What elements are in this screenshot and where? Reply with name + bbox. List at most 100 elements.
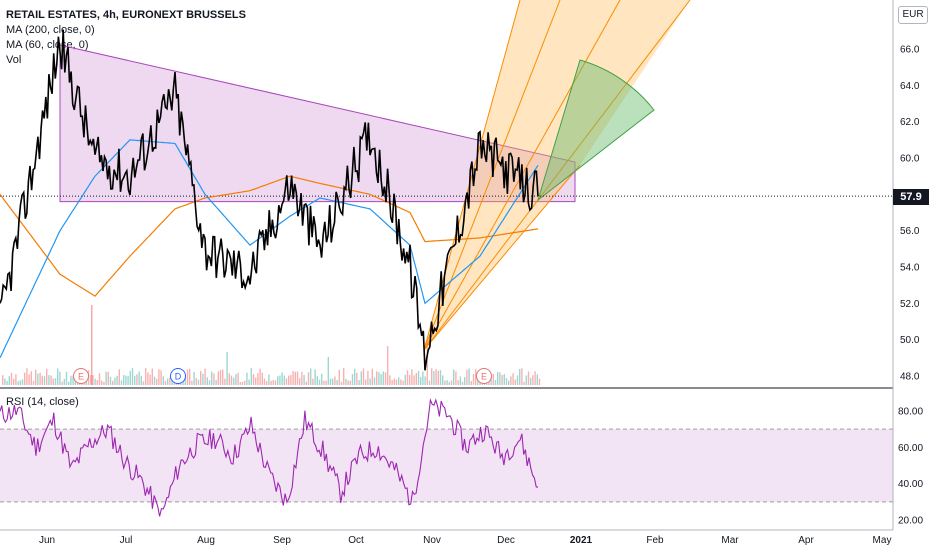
rsi-axis-label: 20.00 <box>898 516 923 527</box>
volume-bar <box>162 376 164 385</box>
volume-bar <box>510 376 512 385</box>
price-axis-label: 48.0 <box>900 372 920 383</box>
volume-bar <box>424 376 426 385</box>
volume-bar <box>136 374 138 385</box>
volume-bar <box>32 380 35 385</box>
volume-bar <box>514 379 516 385</box>
volume-bar <box>153 376 156 385</box>
volume-bar <box>279 375 281 385</box>
volume-bar <box>57 368 59 385</box>
time-axis-label: Dec <box>497 535 515 546</box>
volume-bar <box>437 370 439 385</box>
time-axis-label: May <box>873 535 892 546</box>
volume-bar <box>527 371 530 385</box>
volume-bar <box>398 377 400 385</box>
time-axis-label: Aug <box>197 535 215 546</box>
time-axis-label: Apr <box>798 535 814 546</box>
volume-bar <box>98 373 101 385</box>
volume-bar <box>321 373 323 385</box>
volume-bar <box>411 369 413 385</box>
price-line <box>0 29 539 371</box>
volume-bar <box>505 377 508 385</box>
time-axis-label: Jun <box>39 535 55 546</box>
volume-bar <box>35 369 37 385</box>
volume-bar <box>184 375 186 385</box>
volume-bar <box>433 370 435 385</box>
vol-label[interactable]: Vol <box>6 54 22 66</box>
currency-badge[interactable]: EUR <box>898 6 928 24</box>
volume-bar <box>257 373 259 385</box>
volume-bar <box>24 372 26 385</box>
volume-bar <box>369 378 371 385</box>
volume-bar <box>96 380 98 385</box>
volume-bar <box>426 347 428 385</box>
volume-bar <box>211 371 213 385</box>
volume-bar <box>10 372 13 385</box>
volume-bar <box>59 371 61 385</box>
volume-bar <box>270 380 272 385</box>
time-axis-label: Mar <box>721 535 739 546</box>
volume-bar <box>290 375 292 385</box>
symbol-title: RETAIL ESTATES, 4h, EURONEXT BRUSSELS <box>6 9 246 21</box>
volume-bar <box>338 369 340 385</box>
volume-bar <box>415 373 417 385</box>
volume-bar <box>301 371 303 385</box>
volume-bar <box>142 381 145 385</box>
volume-bar <box>294 371 296 385</box>
volume-bar <box>492 374 494 385</box>
volume-bar <box>116 375 118 385</box>
volume-bar <box>428 380 431 385</box>
volume-bar <box>283 375 285 385</box>
volume-bar <box>413 375 415 385</box>
volume-bar <box>250 368 252 385</box>
price-axis-label: 60.0 <box>900 154 920 165</box>
chart-legend: RETAIL ESTATES, 4h, EURONEXT BRUSSELS MA… <box>6 8 246 68</box>
volume-bar <box>376 371 378 385</box>
volume-bar <box>329 378 332 385</box>
rsi-axis-label: 40.00 <box>898 479 923 490</box>
volume-bar <box>406 370 409 385</box>
volume-bar <box>519 368 521 385</box>
volume-bar <box>134 375 136 385</box>
volume-bar <box>164 380 167 385</box>
volume-bar <box>206 377 208 385</box>
volume-bar <box>263 378 266 385</box>
ma200-line <box>0 175 539 297</box>
volume-bar <box>365 379 367 385</box>
volume-bar <box>380 374 382 385</box>
volume-bar <box>167 378 169 385</box>
volume-bar <box>217 371 219 385</box>
volume-bar <box>94 378 96 385</box>
volume-bar <box>268 374 270 385</box>
volume-bar <box>340 381 343 385</box>
rsi-axis-label: 80.00 <box>898 407 923 418</box>
volume-bar <box>129 370 131 385</box>
last-price-tag: 57.9 <box>893 189 929 205</box>
volume-bar <box>272 379 274 385</box>
volume-bar <box>459 376 461 385</box>
volume-bar <box>241 381 244 385</box>
volume-bar <box>453 369 455 385</box>
volume-bar <box>310 368 312 385</box>
volume-bar <box>373 377 376 385</box>
price-axis-label: 66.0 <box>900 45 920 56</box>
volume-bar <box>345 378 347 385</box>
volume-bar <box>334 376 336 385</box>
fan-line <box>423 0 691 351</box>
volume-bar <box>61 381 63 385</box>
volume-bar <box>149 374 151 385</box>
volume-bar <box>387 345 389 385</box>
volume-bar <box>384 372 387 385</box>
rsi-axis-label: 60.00 <box>898 443 923 454</box>
volume-bar <box>147 372 149 385</box>
rsi-label[interactable]: RSI (14, close) <box>6 396 79 408</box>
volume-bar <box>468 368 470 385</box>
volume-bar <box>296 371 299 385</box>
volume-bar <box>382 371 384 385</box>
volume-bar <box>400 379 402 385</box>
volume-bar <box>145 368 147 385</box>
volume-bar <box>125 375 127 385</box>
volume-bar <box>360 371 362 385</box>
ma200-label[interactable]: MA (200, close, 0) <box>6 24 95 36</box>
